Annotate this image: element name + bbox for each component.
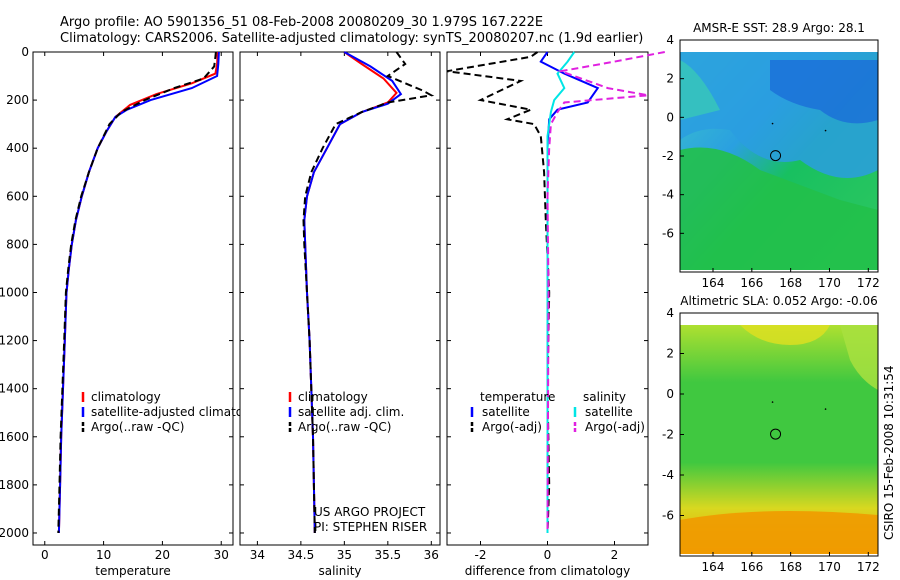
credit-line-2: PI: STEPHEN RISER xyxy=(314,520,427,534)
y-tick-label: 1800 xyxy=(0,478,29,492)
panel-salinity: 34 34.5 35 35.5 36 salinity climatologysatelli… xyxy=(239,51,441,578)
series-line-3 xyxy=(57,51,217,534)
map-dot xyxy=(771,122,774,125)
y-tick-label: -2 xyxy=(662,149,674,163)
y-tick-label: 0 xyxy=(21,45,29,59)
x-tick-label: 172 xyxy=(857,276,880,290)
y-tick-label: 0 xyxy=(666,387,674,401)
x-tick-label: 2 xyxy=(611,548,619,562)
y-tick-label: 1600 xyxy=(0,430,29,444)
x-tick-label: 35 xyxy=(337,548,352,562)
x-axis-label: temperature xyxy=(95,564,170,578)
x-tick-label: 10 xyxy=(96,548,111,562)
y-tick-label: -6 xyxy=(662,226,674,240)
x-tick-label: 34 xyxy=(250,548,265,562)
x-tick-label: 170 xyxy=(818,276,841,290)
header-line-2: Climatology: CARS2006. Satellite-adjuste… xyxy=(60,31,643,46)
x-tick-label: 168 xyxy=(779,276,802,290)
y-tick-label: 0 xyxy=(666,110,674,124)
y-tick-label: 600 xyxy=(6,189,29,203)
map-dot xyxy=(771,401,774,403)
y-tick-label: 1000 xyxy=(0,285,29,299)
x-tick-label: 35.5 xyxy=(374,548,401,562)
y-tick-label: 2 xyxy=(666,347,674,361)
legend-label: Argo(..raw -QC) xyxy=(91,420,184,434)
credit-line-1: US ARGO PROJECT xyxy=(314,505,426,519)
legend-label: Argo(..raw -QC) xyxy=(298,420,391,434)
map-title: AMSR-E SST: 28.9 Argo: 28.1 xyxy=(693,21,865,35)
x-tick-label: 36 xyxy=(424,548,439,562)
legend-label: Argo(-adj) xyxy=(585,420,645,434)
x-tick-label: 170 xyxy=(818,560,841,574)
x-tick-label: 30 xyxy=(214,548,229,562)
legend-label: climatology xyxy=(298,390,368,404)
sla-orange-south xyxy=(680,511,878,554)
x-tick-label: 164 xyxy=(702,560,725,574)
y-tick-label: 4 xyxy=(666,33,674,47)
series-line-3 xyxy=(302,51,435,534)
legend-label: Argo(-adj) xyxy=(482,420,542,434)
x-tick-label: 0 xyxy=(41,548,49,562)
map-dot xyxy=(824,408,827,410)
x-tick-label: 166 xyxy=(740,560,763,574)
x-axis-label: difference from climatology xyxy=(465,564,631,578)
y-tick-label: 1400 xyxy=(0,382,29,396)
x-tick-label: 0 xyxy=(544,548,552,562)
map-title: Altimetric SLA: 0.052 Argo: -0.06 xyxy=(680,294,877,308)
sla-yellow-north xyxy=(740,325,830,345)
y-tick-label: 4 xyxy=(666,306,674,320)
y-tick-label: -6 xyxy=(662,509,674,523)
x-tick-label: 172 xyxy=(857,560,880,574)
y-tick-label: 2 xyxy=(666,72,674,86)
map-title-strip xyxy=(680,313,878,325)
y-tick-label: 800 xyxy=(6,237,29,251)
panel-difference: -2 0 2 difference from climatology temperatu… xyxy=(446,51,665,578)
legend-label: satellite xyxy=(482,405,530,419)
legend-label: satellite xyxy=(585,405,633,419)
series-line-4 xyxy=(546,51,665,534)
panel-temperature: 0 10 20 30 temperature 0 200 400 600 800 1000 1200 1… xyxy=(0,45,269,578)
legend-label: climatology xyxy=(91,390,161,404)
y-tick-label: 400 xyxy=(6,141,29,155)
argo-location-marker xyxy=(770,428,782,440)
x-tick-label: 166 xyxy=(740,276,763,290)
plot-frame xyxy=(32,51,234,546)
header-line-1: Argo profile: AO 5901356_51 08-Feb-2008 … xyxy=(60,15,543,30)
y-tick-label: -4 xyxy=(662,468,674,482)
y-tick-label: 1200 xyxy=(0,334,29,348)
sla-light-east xyxy=(840,325,878,390)
x-tick-label: 34.5 xyxy=(288,548,315,562)
x-axis-label: salinity xyxy=(318,564,361,578)
x-tick-label: 164 xyxy=(702,276,725,290)
map-frames: AMSR-E SST: 28.9 Argo: 28.1 164 166 168 170 1… xyxy=(662,21,880,574)
map-sla xyxy=(680,325,878,554)
y-tick-label: -4 xyxy=(662,188,674,202)
legend-header: temperature xyxy=(480,390,555,404)
side-timestamp-label: CSIRO 15-Feb-2008 10:31:54 xyxy=(882,365,896,540)
sst-green-band xyxy=(680,147,878,270)
series-line-3 xyxy=(546,51,576,533)
x-tick-label: 168 xyxy=(779,560,802,574)
legend-label: satellite-adjusted climatology xyxy=(91,405,269,419)
x-tick-label: 20 xyxy=(155,548,170,562)
y-tick-label: 200 xyxy=(6,93,29,107)
map-dot xyxy=(824,129,827,132)
plot-frame xyxy=(239,51,441,546)
legend-header: salinity xyxy=(583,390,626,404)
y-tick-label: -2 xyxy=(662,428,674,442)
argo-location-marker xyxy=(770,150,782,162)
sst-warmest xyxy=(770,60,878,124)
legend-label: satellite adj. clim. xyxy=(298,405,404,419)
y-tick-label: 2000 xyxy=(0,526,29,540)
x-tick-label: -2 xyxy=(475,548,487,562)
sst-cyan-edge xyxy=(680,60,720,120)
map-sst xyxy=(680,52,878,270)
map-title-strip xyxy=(680,40,878,52)
